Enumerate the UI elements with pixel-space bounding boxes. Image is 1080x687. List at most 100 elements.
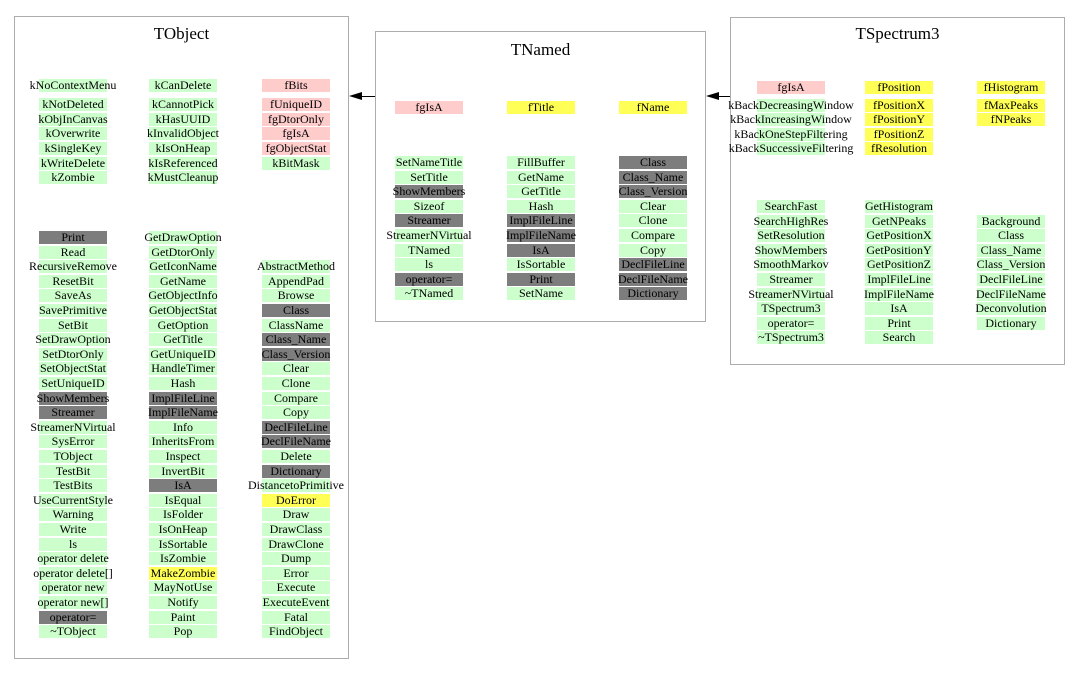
method-cell: UseCurrentStyle	[33, 492, 113, 507]
method-cell: IsFolder	[149, 508, 217, 522]
method-cell: ImplFileName	[864, 286, 934, 301]
method-cell: ImplFileName	[148, 405, 218, 420]
method-cell: Clone	[262, 377, 330, 390]
method-cell: GetObjectStat	[149, 303, 217, 317]
method-cell: Notify	[149, 596, 217, 609]
method-cell: operator=	[395, 272, 463, 286]
method-cell: Class	[619, 156, 687, 169]
method-cell: GetTitle	[149, 333, 217, 347]
method-cell: SetBit	[39, 318, 107, 332]
method-cell: Class_Name	[619, 170, 687, 184]
field-cell: fResolution	[865, 142, 933, 156]
field-cell: fgIsA	[395, 101, 463, 114]
method-cell: Dictionary	[619, 287, 687, 301]
method-cell: ExecuteEvent	[262, 595, 330, 609]
method-cell: Fatal	[262, 610, 330, 624]
method-cell: GetOption	[149, 318, 217, 332]
arrow-line	[717, 95, 730, 97]
method-cell: SavePrimitive	[39, 303, 107, 317]
field-cell: kBackOneStepFiltering	[734, 126, 848, 141]
method-cell: Paint	[149, 610, 217, 624]
field-cell: kNoContextMenu	[29, 78, 117, 92]
field-cell: fNPeaks	[977, 113, 1045, 127]
method-cell: Copy	[262, 406, 330, 420]
method-cell: Inspect	[149, 450, 217, 463]
method-cell: ~TSpectrum3	[757, 330, 825, 345]
method-cell: Draw	[262, 508, 330, 522]
method-cell: ~TNamed	[395, 287, 463, 301]
class-box-tspectrum3: TSpectrum3 fgIsA kBackDecreasingWindow kBa…	[728, 17, 1065, 365]
method-cell: HandleTimer	[149, 362, 217, 376]
field-cell: fPositionY	[865, 113, 933, 127]
method-cell: IsZombie	[149, 552, 217, 566]
method-cell: ShowMembers	[392, 184, 466, 199]
method-cell: Clear	[619, 199, 687, 213]
method-cell: MayNotUse	[149, 581, 217, 595]
method-cell: IsOnHeap	[149, 523, 217, 536]
method-cell: RecursiveRemove	[29, 259, 117, 274]
method-cell: GetPositionZ	[865, 257, 933, 272]
field-cell: kNotDeleted	[39, 98, 107, 112]
field-cell: kCanDelete	[149, 79, 217, 92]
method-cell: Print	[507, 272, 575, 286]
method-cell: Streamer	[39, 406, 107, 420]
method-cell: IsA	[865, 302, 933, 316]
method-cell: operator=	[757, 316, 825, 330]
method-cell: ClassName	[262, 318, 330, 332]
method-cell: GetPositionY	[865, 242, 933, 257]
method-cell: Browse	[262, 289, 330, 303]
method-cell: Print	[865, 316, 933, 330]
method-cell: ImplFileLine	[149, 391, 217, 405]
method-cell: ShowMembers	[754, 242, 828, 257]
method-cell: TestBit	[39, 464, 107, 478]
method-cell: Class_Name	[977, 243, 1045, 257]
method-cell: SearchHighRes	[753, 213, 829, 228]
class-title-tobject: TObject	[153, 24, 210, 43]
field-cell: kBackIncreasingWindow	[730, 112, 852, 127]
method-cell: Copy	[619, 243, 687, 257]
method-cell: ResetBit	[39, 274, 107, 288]
class-title-tspectrum3: TSpectrum3	[855, 24, 940, 43]
method-cell: Dictionary	[977, 316, 1045, 330]
method-cell: Dump	[262, 552, 330, 566]
field-cell: fBits	[262, 79, 330, 92]
field-cell: kZombie	[39, 171, 107, 185]
method-cell: Read	[39, 245, 107, 259]
method-cell: FindObject	[262, 625, 330, 639]
field-cell: fName	[619, 101, 687, 114]
method-cell: ImplFileLine	[865, 273, 933, 286]
method-cell: Streamer	[395, 214, 463, 228]
field-cell: fgIsA	[757, 81, 825, 94]
method-cell: ls	[395, 258, 463, 272]
method-cell: SetDtorOnly	[39, 347, 107, 361]
method-cell: Info	[149, 420, 217, 434]
method-cell: SetNameTitle	[395, 155, 463, 169]
method-cell: IsA	[507, 243, 575, 257]
method-cell: Hash	[507, 199, 575, 213]
method-cell: operator new	[39, 581, 107, 595]
method-cell: GetDrawOption	[144, 230, 222, 244]
method-cell: DrawClone	[262, 537, 330, 551]
method-cell: DistancetoPrimitive	[248, 478, 344, 493]
arrow-head-icon	[349, 91, 362, 100]
method-cell: SaveAs	[39, 289, 107, 303]
method-cell: Sizeof	[395, 199, 463, 213]
method-cell: DeclFileLine	[977, 273, 1045, 286]
method-cell: Class_Version	[976, 257, 1046, 272]
method-cell: Deconvolution	[975, 301, 1047, 316]
method-cell: GetUniqueID	[149, 346, 217, 361]
field-cell: fHistogram	[977, 81, 1045, 94]
method-cell: Background	[977, 214, 1045, 228]
field-cell: kBackDecreasingWindow	[728, 97, 854, 112]
arrow-line	[360, 95, 375, 97]
method-cell: Print	[39, 231, 107, 244]
field-cell: fgObjectStat	[262, 141, 330, 155]
method-cell: AbstractMethod	[257, 259, 335, 274]
method-cell: GetTitle	[507, 185, 575, 199]
method-cell: GetName	[149, 274, 217, 288]
method-cell: TObject	[39, 450, 107, 463]
method-cell: ImplFileName	[506, 228, 576, 242]
class-box-tobject: TObject kNoContextMenu kNotDeleted kObjInC…	[14, 16, 349, 659]
method-cell: TSpectrum3	[757, 302, 825, 316]
method-cell: Class_Version	[261, 346, 331, 361]
